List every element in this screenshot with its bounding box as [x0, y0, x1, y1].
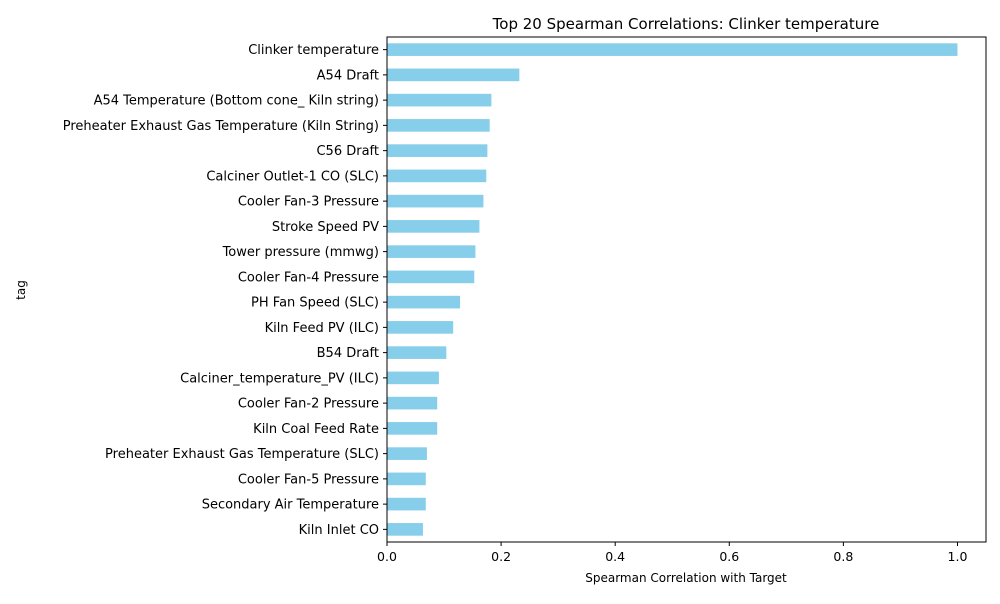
bar — [387, 194, 484, 208]
y-tick-label: Kiln Feed PV (ILC) — [265, 321, 379, 336]
bar — [387, 346, 447, 359]
x-tick-label: 0.8 — [833, 549, 853, 564]
y-tick-label: Stroke Speed PV — [272, 220, 379, 235]
y-tick-label: Clinker temperature — [248, 43, 379, 58]
bar — [387, 270, 475, 284]
y-tick-label: Kiln Inlet CO — [299, 523, 379, 538]
bar — [387, 422, 438, 435]
y-tick-label: Secondary Air Temperature — [202, 498, 379, 513]
bar — [387, 220, 480, 233]
bar — [387, 245, 476, 258]
y-tick-label: C56 Draft — [316, 144, 379, 159]
bar — [387, 497, 426, 511]
y-tick-label: PH Fan Speed (SLC) — [251, 296, 379, 311]
y-axis-label: tag — [14, 280, 28, 300]
x-tick-label: 0.6 — [719, 549, 739, 564]
plot-frame — [386, 36, 987, 543]
x-tick-label: 0.4 — [605, 549, 625, 564]
bar — [387, 68, 520, 82]
y-tick-label: Tower pressure (mmwg) — [222, 245, 379, 260]
x-tick-label: 0.0 — [377, 549, 397, 564]
y-tick-label: B54 Draft — [317, 346, 379, 361]
y-tick-label: Cooler Fan-5 Pressure — [238, 472, 379, 487]
bar — [387, 119, 490, 132]
y-tick-label: Preheater Exhaust Gas Temperature (Kiln … — [63, 119, 379, 134]
bar — [387, 447, 427, 460]
y-tick-label: A54 Temperature (Bottom cone_ Kiln strin… — [94, 94, 379, 109]
bar — [387, 321, 454, 334]
bars-layer — [387, 43, 958, 536]
bar — [387, 93, 492, 107]
y-tick-label: Kiln Coal Feed Rate — [253, 422, 379, 437]
bar — [387, 472, 426, 486]
y-tick-label: Calciner Outlet-1 CO (SLC) — [206, 169, 379, 184]
chart-title: Top 20 Spearman Correlations: Clinker te… — [492, 15, 880, 33]
bar — [387, 43, 958, 56]
x-tick-label: 1.0 — [948, 549, 968, 564]
y-tick-label: Cooler Fan-4 Pressure — [238, 270, 379, 285]
bar — [387, 396, 438, 410]
bar — [387, 295, 461, 309]
bar — [387, 371, 439, 385]
bar — [387, 523, 423, 536]
y-tick-label: Cooler Fan-2 Pressure — [238, 397, 379, 412]
bar — [387, 169, 487, 183]
x-axis-label: Spearman Correlation with Target — [585, 571, 787, 585]
bar — [387, 144, 488, 157]
x-tick-label: 0.2 — [491, 549, 511, 564]
axes-layer: Clinker temperature A54 Draft A54 Temperat… — [63, 36, 987, 564]
y-tick-label: A54 Draft — [317, 68, 379, 83]
y-tick-label: Cooler Fan-3 Pressure — [238, 195, 379, 210]
y-tick-label: Preheater Exhaust Gas Temperature (SLC) — [105, 447, 379, 462]
y-tick-label: Calciner_temperature_PV (ILC) — [180, 371, 379, 386]
